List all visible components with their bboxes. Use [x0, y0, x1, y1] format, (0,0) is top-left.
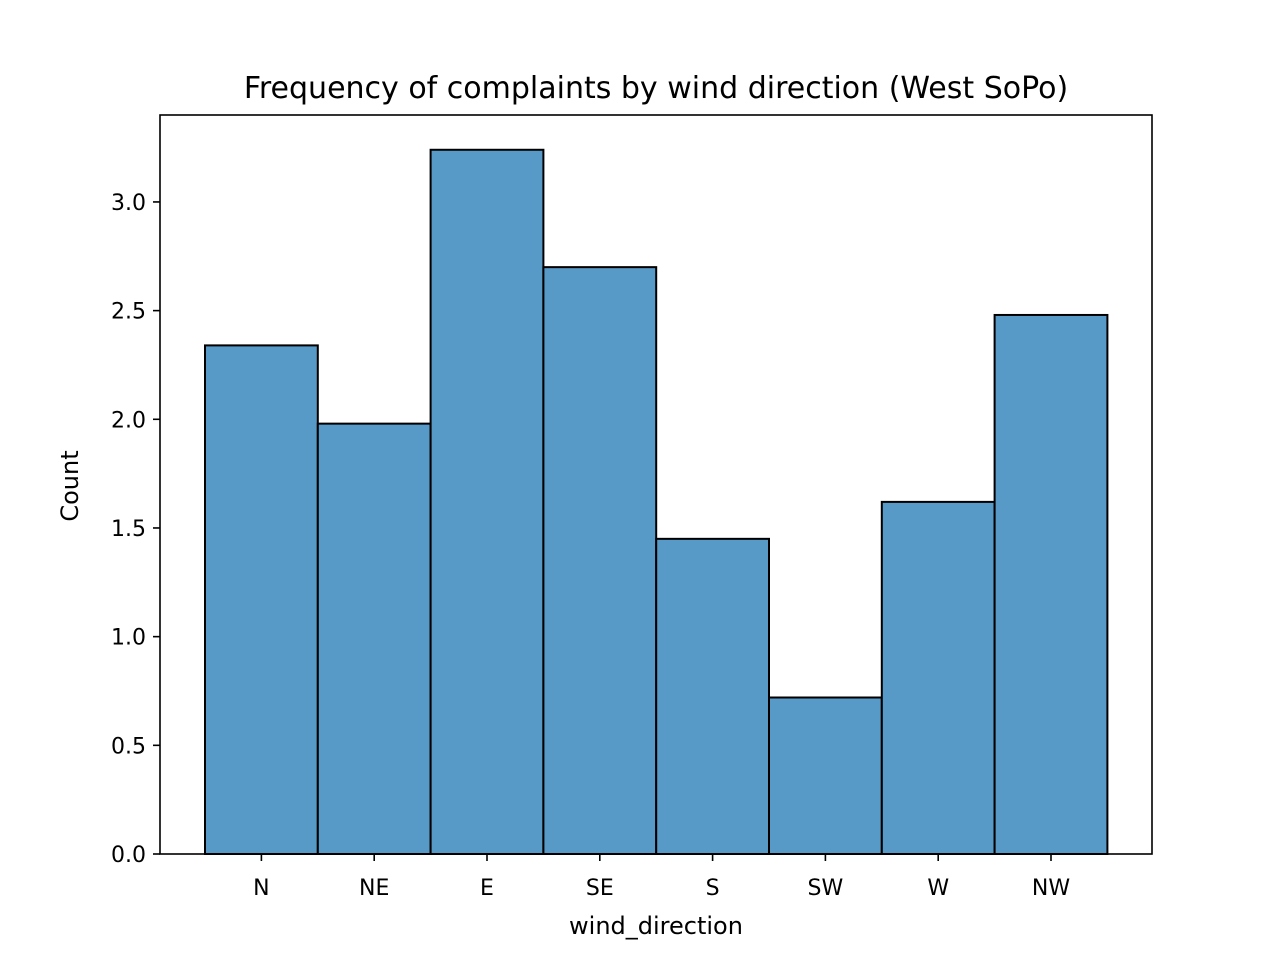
y-axis-label: Count [56, 450, 84, 521]
x-tick-label: E [480, 876, 494, 901]
x-tick-label: S [706, 876, 720, 901]
y-tick-label: 0.0 [111, 843, 146, 868]
x-tick-label: N [253, 876, 269, 901]
bar-s [655, 537, 771, 856]
bar-w [880, 500, 996, 855]
bar-ne [316, 422, 432, 855]
chart-title: Frequency of complaints by wind directio… [244, 71, 1068, 106]
y-tick-label: 2.5 [111, 300, 146, 325]
x-tick-label: NE [359, 876, 389, 901]
y-tick-label: 0.5 [111, 734, 146, 759]
x-tick-label: W [927, 876, 949, 901]
y-axis: 0.0 0.5 1.0 1.5 2.0 2.5 3.0 [111, 191, 160, 868]
y-tick-label: 1.5 [111, 517, 146, 542]
x-tick-label: SE [586, 876, 614, 901]
x-axis: N NE E SE S SW W NW [253, 854, 1070, 901]
bar-nw [993, 313, 1109, 855]
x-tick-label: NW [1032, 876, 1070, 901]
y-tick-label: 2.0 [111, 408, 146, 433]
y-tick-label: 3.0 [111, 191, 146, 216]
bar-se [542, 266, 658, 856]
plot-frame [159, 114, 1153, 855]
bars [204, 148, 1109, 856]
bar-n [204, 344, 319, 855]
x-tick-label: SW [808, 876, 844, 901]
bar-e [429, 148, 545, 855]
x-axis-label: wind_direction [569, 912, 743, 940]
y-tick-label: 1.0 [111, 626, 146, 651]
bar-sw [768, 696, 883, 855]
